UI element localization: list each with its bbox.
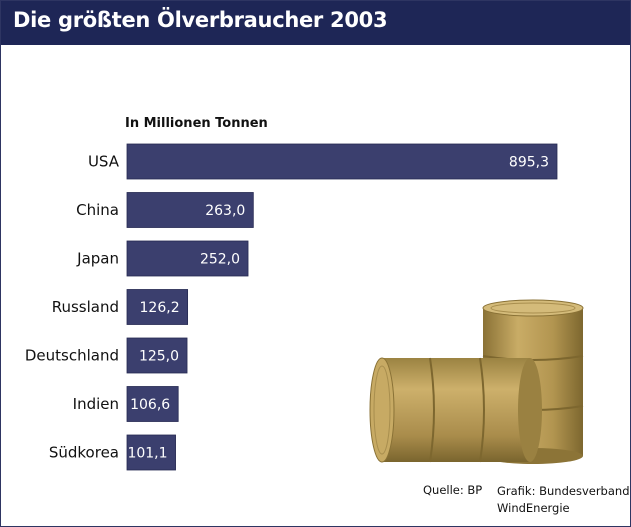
oil-barrels-illustration xyxy=(369,299,584,464)
bar xyxy=(126,192,254,228)
lying-barrel xyxy=(369,357,542,463)
chart-subtitle: In Millionen Tonnen xyxy=(125,116,268,131)
category-label: Russland xyxy=(52,298,119,316)
credit-note: Grafik: Bundesverband WindEnergie xyxy=(497,483,630,517)
bar xyxy=(126,386,179,422)
category-label: Japan xyxy=(76,250,119,268)
value-label: 106,6 xyxy=(130,397,170,413)
value-label: 126,2 xyxy=(140,300,180,316)
bar xyxy=(126,337,188,374)
credit-line-2: WindEnergie xyxy=(497,501,570,515)
value-label: 252,0 xyxy=(200,252,240,268)
value-label: 263,0 xyxy=(205,203,245,219)
bar xyxy=(126,143,558,180)
category-label: Südkorea xyxy=(49,444,119,462)
source-note: Quelle: BP xyxy=(423,483,483,497)
category-label: Deutschland xyxy=(25,347,119,365)
value-label: 895,3 xyxy=(509,155,549,171)
bar xyxy=(126,240,249,277)
title-bar: Die größten Ölverbraucher 2003 xyxy=(1,1,630,45)
category-label: USA xyxy=(88,153,120,171)
value-label: 125,0 xyxy=(139,349,179,365)
bar xyxy=(126,434,176,471)
chart-title: Die größten Ölverbraucher 2003 xyxy=(13,8,388,32)
credit-line-1: Grafik: Bundesverband xyxy=(497,484,630,498)
category-label: China xyxy=(76,201,119,219)
bar xyxy=(126,289,189,325)
value-label: 101,1 xyxy=(127,446,167,462)
category-label: Indien xyxy=(73,395,119,413)
